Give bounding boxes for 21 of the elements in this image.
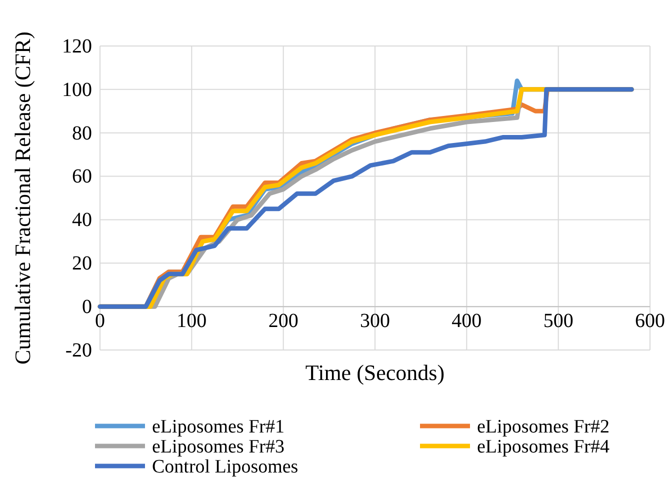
legend-label: Control Liposomes xyxy=(152,456,298,478)
x-tick-label: 300 xyxy=(360,310,390,332)
y-tick-label: 80 xyxy=(72,122,92,144)
y-tick-label: -20 xyxy=(65,339,92,362)
y-tick-label: 20 xyxy=(72,252,92,275)
y-tick-label: 60 xyxy=(72,166,92,188)
legend-label: eLiposomes Fr#2 xyxy=(477,416,610,438)
x-tick-label: 600 xyxy=(635,310,665,332)
y-tick-label: 0 xyxy=(82,296,92,318)
y-tick-label: 100 xyxy=(62,78,92,101)
x-tick-label: 500 xyxy=(543,310,574,332)
x-tick-label: 100 xyxy=(176,310,207,332)
legend-label: eLiposomes Fr#4 xyxy=(477,436,610,458)
y-tick-label: 40 xyxy=(72,209,92,232)
y-axis-title: Cumulative Fractional Release (CFR) xyxy=(10,32,35,364)
x-tick-label: 200 xyxy=(268,310,298,332)
x-axis-title: Time (Seconds) xyxy=(305,360,445,385)
x-tick-label: 400 xyxy=(452,310,482,332)
y-tick-label: 120 xyxy=(62,35,92,58)
legend-label: eLiposomes Fr#1 xyxy=(152,416,284,438)
legend-label: eLiposomes Fr#3 xyxy=(152,436,284,458)
